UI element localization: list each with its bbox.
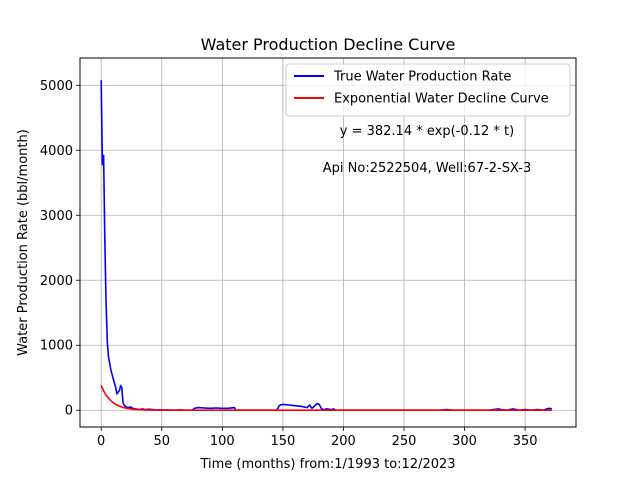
legend: True Water Production Rate Exponential W… [285,63,571,117]
x-tick-label: 200 [331,434,356,449]
legend-label-exponential-curve: Exponential Water Decline Curve [334,92,549,107]
equation-annotation: y = 382.14 * exp(-0.12 * t) [340,124,514,139]
chart-title: Water Production Decline Curve [201,35,456,54]
x-tick-label: 100 [210,434,235,449]
y-tick-label: 0 [65,404,73,419]
x-axis-label: Time (months) from:1/1993 to:12/2023 [199,457,455,472]
plot-frame [79,57,577,428]
well-annotation: Api No:2522504, Well:67-2-SX-3 [323,161,531,176]
legend-box [285,63,571,117]
y-tick-label: 5000 [40,79,73,94]
axis-ticks: 0 50 100 150 200 250 300 350 0 1000 2000 3000 4000 50… [40,79,538,449]
x-tick-label: 150 [270,434,295,449]
legend-label-true-rate: True Water Production Rate [333,70,511,85]
x-tick-label: 0 [97,434,105,449]
x-tick-label: 50 [153,434,170,449]
series-exponential-water-decline-curve [100,385,552,412]
x-tick-label: 350 [513,434,538,449]
y-tick-label: 1000 [40,339,73,354]
x-tick-label: 300 [452,434,477,449]
y-tick-label: 3000 [40,209,73,224]
y-tick-label: 4000 [40,144,73,159]
y-axis-label: Water Production Rate (bbl/month) [16,129,31,356]
series-lines [100,80,552,412]
x-tick-label: 250 [392,434,417,449]
y-tick-label: 2000 [40,274,73,289]
